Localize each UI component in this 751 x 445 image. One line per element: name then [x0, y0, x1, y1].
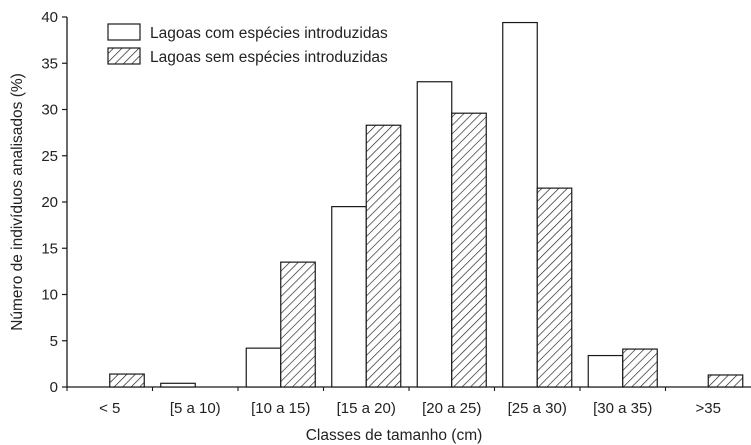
y-axis-title: Número de indivíduos analisados (%): [9, 73, 26, 331]
y-tick-label: 30: [41, 102, 58, 119]
bar-without-introduced-7: [707, 374, 744, 388]
x-tick-label: < 5: [99, 400, 120, 417]
y-tick-label: 0: [50, 379, 58, 396]
bar-with-introduced-2: [245, 347, 282, 388]
bar-with-introduced-5: [502, 21, 538, 388]
y-tick-label: 40: [41, 9, 58, 26]
legend-label: Lagoas sem espécies introduzidas: [150, 49, 388, 66]
y-tick-label: 20: [41, 194, 58, 211]
x-tick-label: [15 a 20): [337, 400, 396, 417]
x-tick-label: [25 a 30): [508, 400, 567, 417]
bar-with-introduced-6: [587, 354, 624, 388]
bars: [109, 21, 744, 388]
legend-swatch: [107, 47, 141, 65]
y-tick-label: 15: [41, 240, 58, 257]
y-tick-label: 25: [41, 148, 58, 165]
legend: Lagoas com espécies introduzidas Lagoas s…: [107, 23, 388, 66]
y-tick-label: 35: [41, 55, 58, 72]
bar-without-introduced-4: [451, 112, 487, 388]
x-tick-label: [5 a 10): [170, 400, 221, 417]
legend-label: Lagoas com espécies introduzidas: [150, 25, 388, 42]
x-tick-label: >35: [696, 400, 721, 417]
bar-with-introduced-4: [416, 81, 453, 388]
bar-without-introduced-2: [280, 261, 316, 388]
y-tick-label: 10: [41, 287, 58, 304]
x-tick-label: [20 a 25): [422, 400, 481, 417]
bar-with-introduced-3: [331, 206, 367, 388]
axes: 0 5 10 15 20 25 30 35 40 < 5 [5 a 10) [10 a 15) [15 …: [41, 9, 751, 417]
x-tick-label: [30 a 35): [593, 400, 652, 417]
x-axis-title: Classes de tamanho (cm): [306, 427, 483, 444]
legend-swatch: [107, 23, 141, 41]
bar-without-introduced-6: [622, 348, 658, 388]
y-tick-label: 5: [50, 333, 58, 350]
bar-without-introduced-3: [365, 124, 402, 388]
bar-with-introduced-1: [160, 382, 196, 388]
bar-without-introduced-0: [109, 373, 145, 388]
x-tick-label: [10 a 15): [251, 400, 310, 417]
bar-without-introduced-5: [536, 187, 573, 388]
